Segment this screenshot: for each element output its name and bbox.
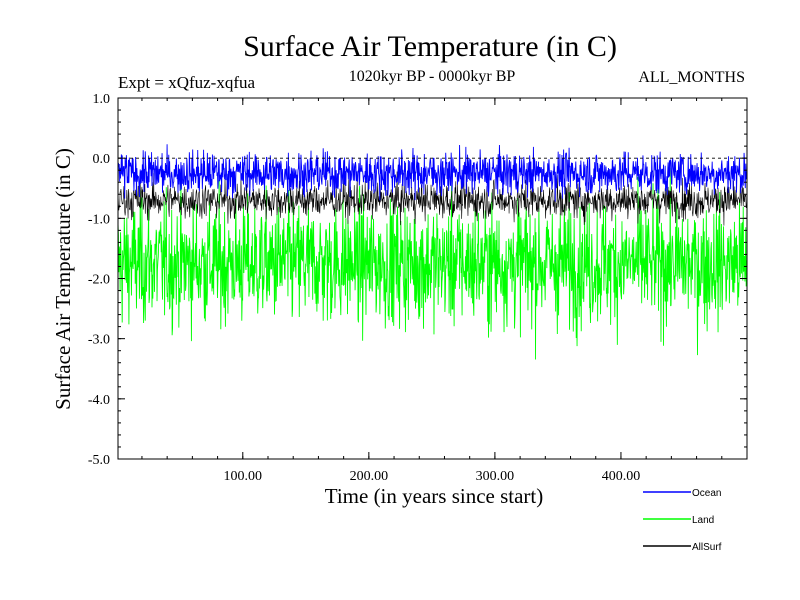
- x-axis-label: Time (in years since start): [325, 484, 544, 508]
- series-line-allsurf: [117, 171, 748, 226]
- x-tick-label: 100.00: [224, 469, 263, 484]
- y-tick-label: 0.0: [93, 152, 111, 167]
- legend-label-ocean: Ocean: [692, 488, 721, 499]
- y-tick-label: -5.0: [88, 453, 110, 468]
- x-tick-label: 300.00: [476, 469, 515, 484]
- period-label: 1020kyr BP - 0000kyr BP: [349, 68, 516, 85]
- y-tick-label: -1.0: [88, 212, 110, 227]
- legend-label-land: Land: [692, 515, 714, 526]
- y-tick-label: 1.0: [93, 92, 111, 107]
- y-tick-label: -4.0: [88, 393, 110, 408]
- months-label: ALL_MONTHS: [638, 69, 745, 86]
- y-axis-label: Surface Air Temperature (in C): [51, 148, 75, 410]
- y-tick-label: -3.0: [88, 333, 110, 348]
- x-tick-label: 200.00: [350, 469, 389, 484]
- legend-label-allsurf: AllSurf: [692, 542, 722, 553]
- chart-title: Surface Air Temperature (in C): [243, 30, 617, 63]
- experiment-label: Expt = xQfuz-xqfua: [118, 73, 256, 92]
- y-tick-label: -2.0: [88, 273, 110, 288]
- y-axis: 1.0 0.0 -1.0 -2.0 -3.0 -4.0 -5.0: [88, 92, 747, 468]
- x-tick-label: 400.00: [602, 469, 641, 484]
- series-line-land: [117, 167, 748, 360]
- series-line-ocean: [117, 144, 748, 202]
- plot-area: [117, 144, 748, 360]
- legend: Ocean Land AllSurf: [643, 488, 722, 553]
- x-axis: 100.00 200.00 300.00 400.00: [141, 98, 723, 484]
